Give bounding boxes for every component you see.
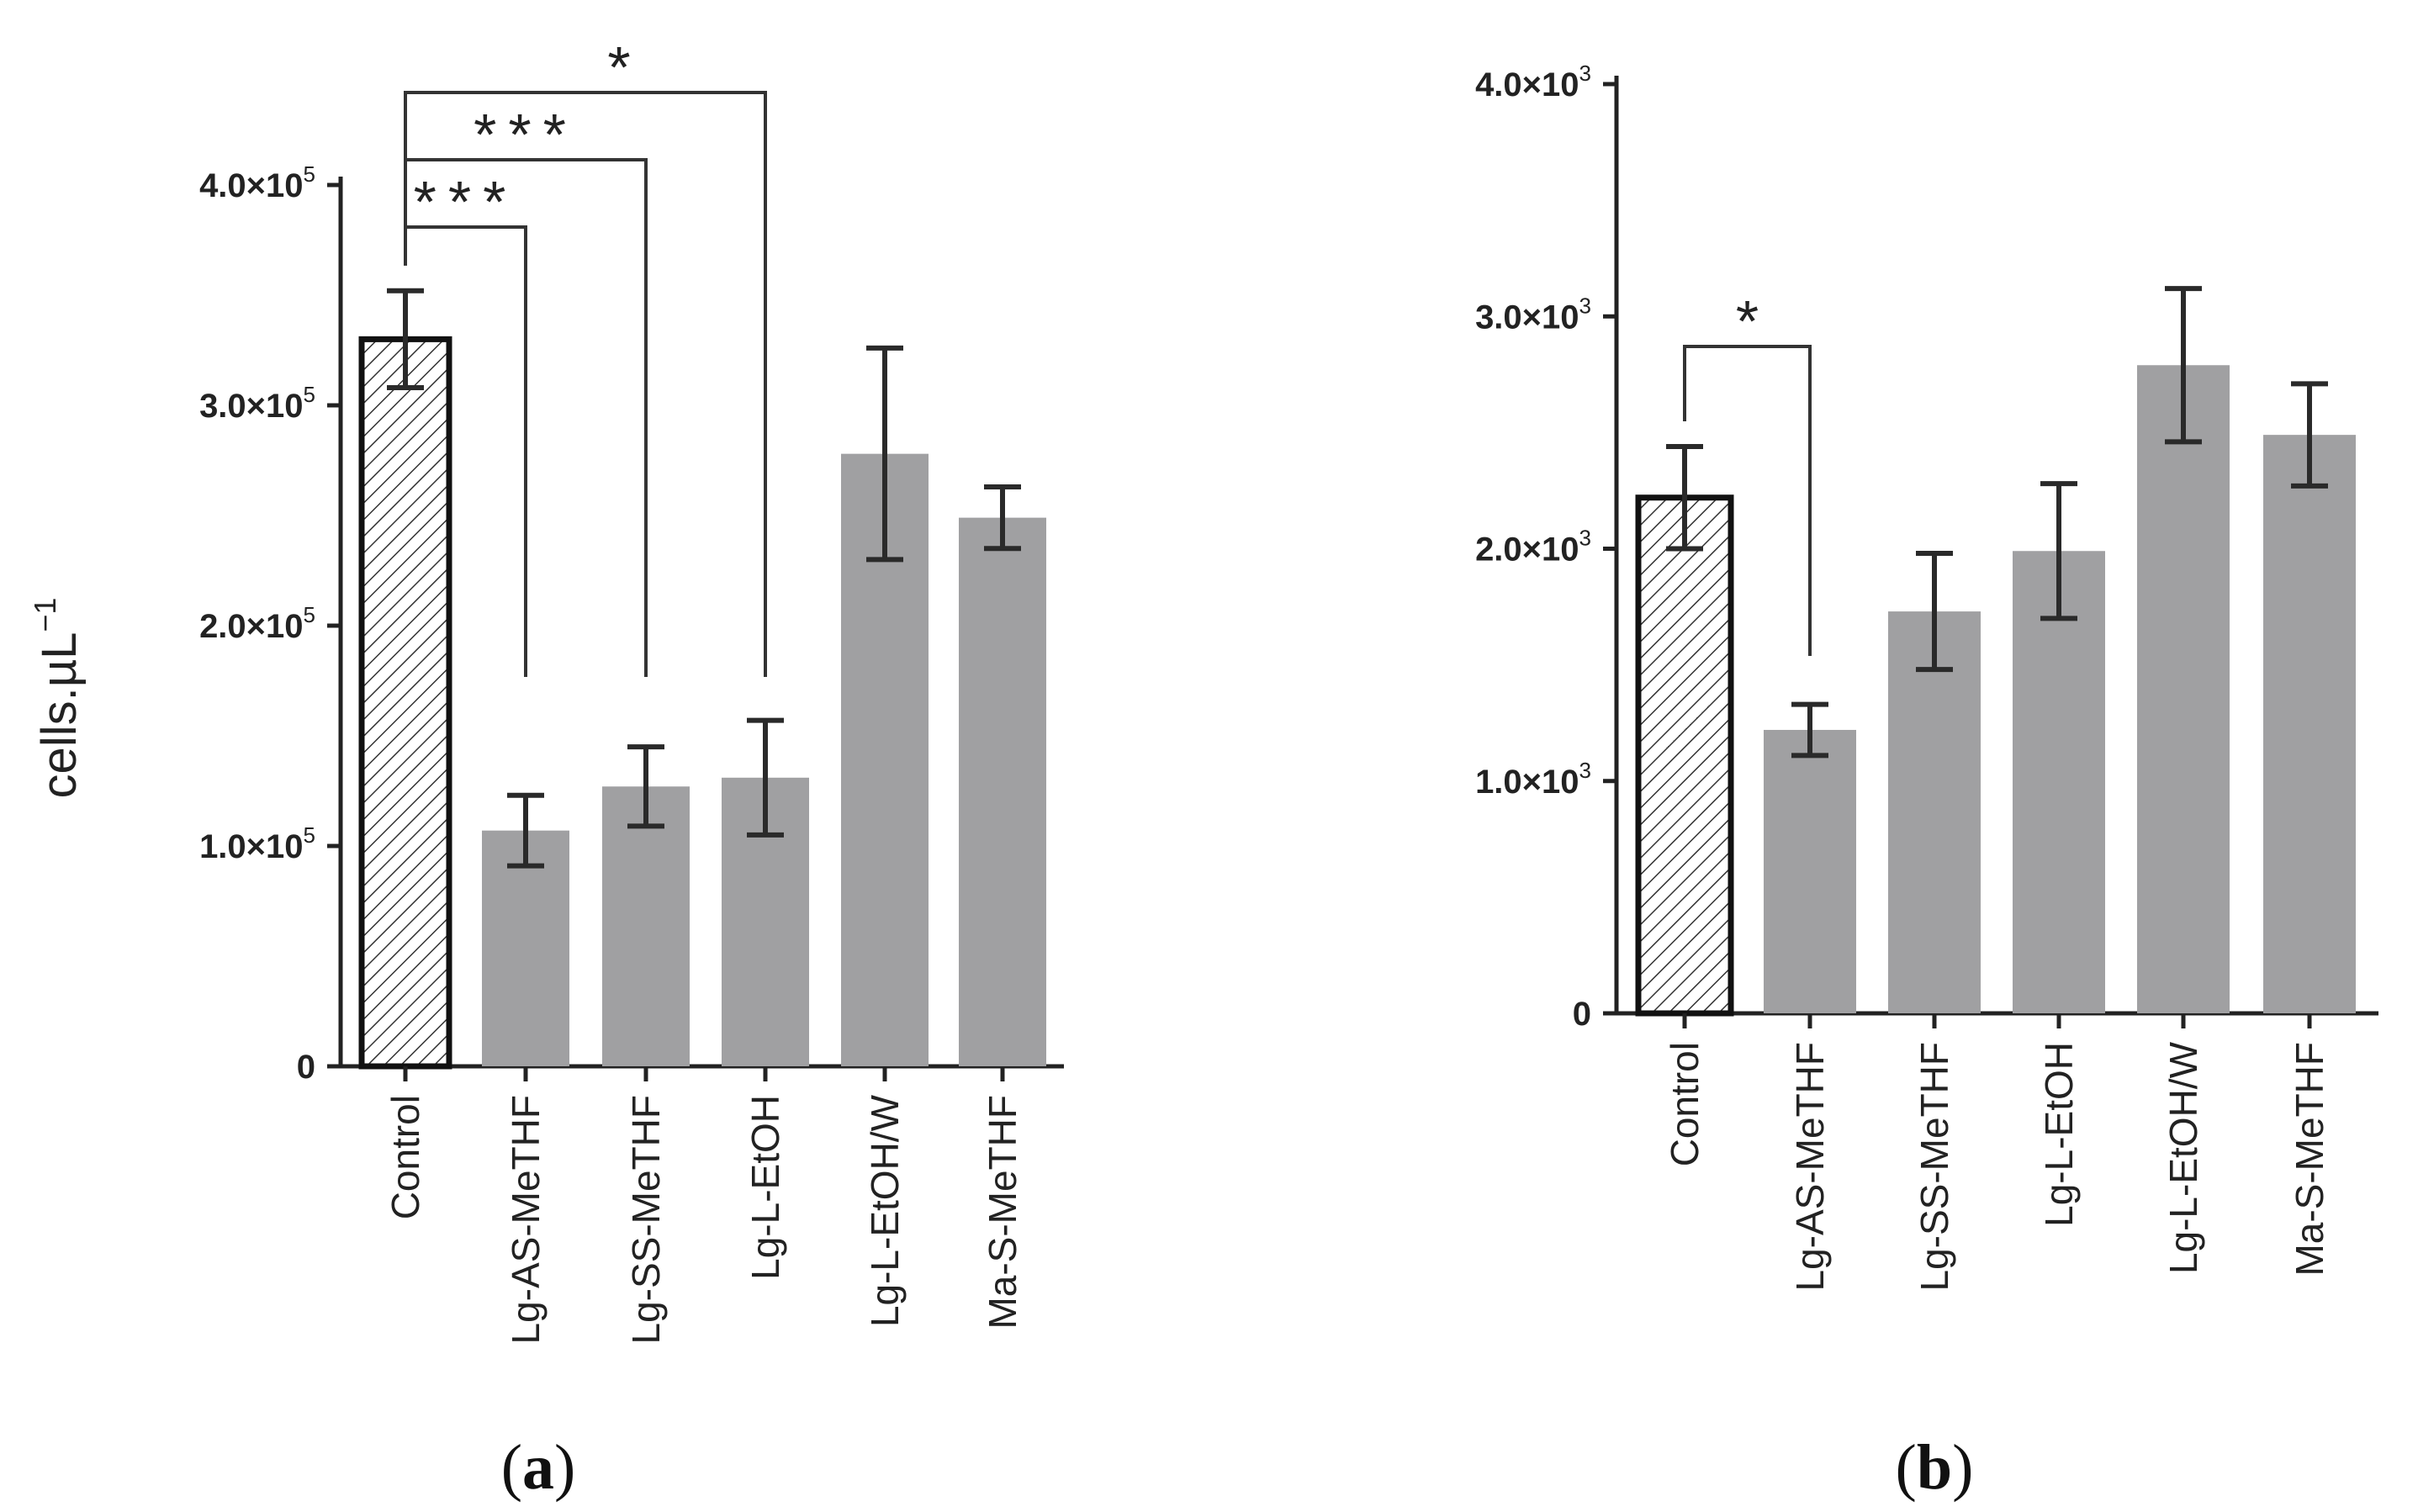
bar-control: [358, 336, 452, 1070]
bar: [602, 786, 690, 1066]
x-tick-label: Lg-AS-MeTHF: [504, 1095, 548, 1344]
x-tick-label: Ma-S-MeTHF: [981, 1095, 1024, 1330]
bar: [2013, 551, 2105, 1013]
y-tick-label: 4.0×105: [199, 161, 315, 204]
y-tick-label: 0: [1573, 996, 1591, 1033]
bar: [1764, 729, 1856, 1013]
significance-label: ***: [474, 102, 578, 167]
significance-bracket: [1683, 345, 1812, 656]
bar: [959, 517, 1046, 1066]
significance-label: *: [607, 34, 630, 100]
x-tick-label: Control: [384, 1095, 427, 1219]
x-tick-label: Control: [1663, 1042, 1706, 1166]
bar: [2263, 435, 2356, 1013]
significance-label: *: [1736, 288, 1759, 354]
y-tick-label: 0: [297, 1049, 315, 1086]
chart-panel-a: 0 1.0×105 2.0×105 3.0×105 4.0×105 Control Lg-A…: [28, 34, 1064, 1503]
y-tick-label: 4.0×103: [1475, 61, 1591, 103]
significance-label: ***: [414, 169, 518, 235]
significance-bracket: [404, 91, 767, 677]
y-tick-label: 2.0×105: [199, 602, 315, 645]
y-tick-label: 1.0×103: [1475, 758, 1591, 801]
y-tick-label: 3.0×105: [199, 382, 315, 425]
x-tick-label: Ma-S-MeTHF: [2288, 1042, 2331, 1277]
bar: [1888, 611, 1981, 1013]
bar: [2137, 365, 2230, 1013]
chart-panel-b: 0 1.0×103 2.0×103 3.0×103 4.0×103 Control Lg-A…: [1475, 61, 2378, 1503]
x-tick-label: Lg-L-EtOH: [743, 1095, 787, 1280]
panel-label: (a): [501, 1432, 576, 1503]
x-tick-label: Lg-L-EtOH/W: [2161, 1041, 2205, 1274]
x-tick-label: Lg-L-EtOH/W: [863, 1094, 907, 1327]
x-tick-label: Lg-L-EtOH: [2037, 1042, 2081, 1227]
y-tick-label: 1.0×105: [199, 822, 315, 865]
x-tick-label: Lg-SS-MeTHF: [624, 1095, 668, 1344]
panel-label: (b): [1896, 1432, 1974, 1503]
y-tick-label: 2.0×103: [1475, 526, 1591, 568]
y-tick-label: 3.0×103: [1475, 293, 1591, 336]
bar: [482, 830, 569, 1066]
y-axis-label: cells.µL−1: [28, 598, 87, 799]
x-tick-label: Lg-AS-MeTHF: [1788, 1042, 1832, 1291]
bar-control: [1635, 494, 1734, 1017]
x-tick-label: Lg-SS-MeTHF: [1913, 1042, 1956, 1291]
